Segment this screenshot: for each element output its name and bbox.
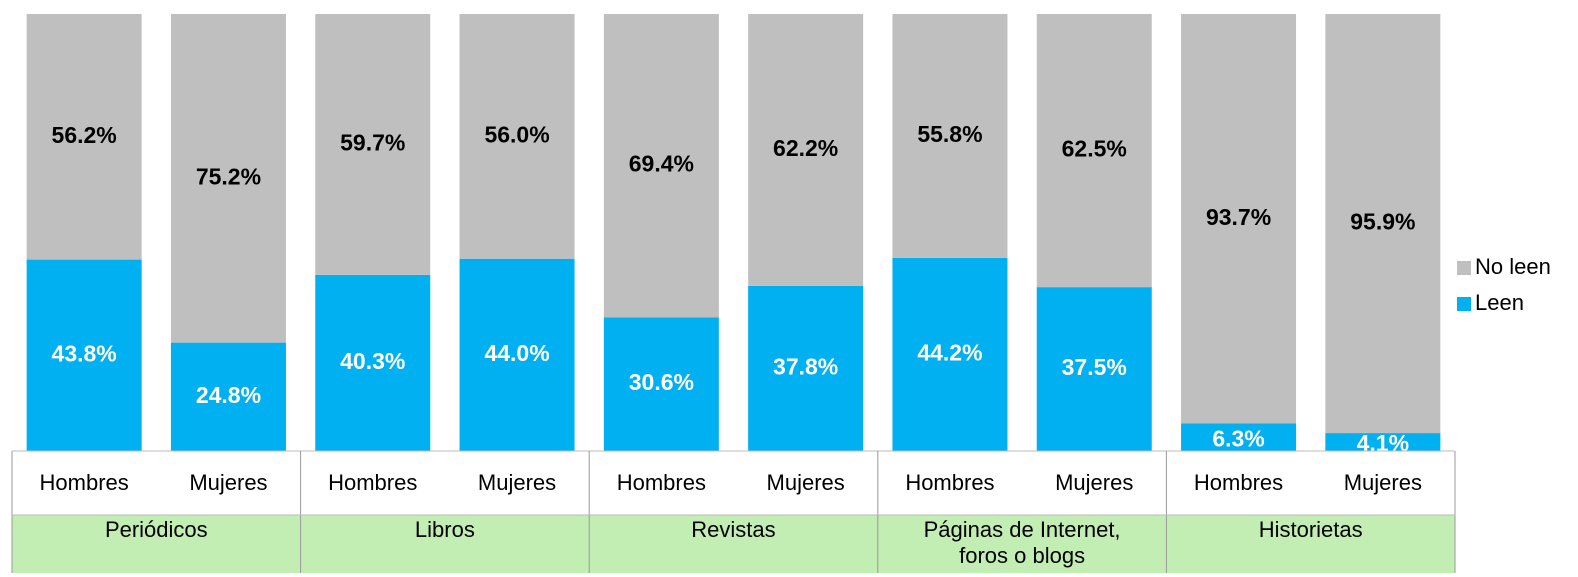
data-label: 30.6% [629,369,694,395]
category-label: Hombres [616,470,706,495]
bar-segment [1181,423,1297,451]
group-label: Periódicos [12,515,301,573]
category-label: Mujeres [189,470,268,495]
category-label: Mujeres [766,470,845,495]
bar-segment [1325,14,1441,434]
bar-segment [26,259,142,451]
data-label: 24.8% [196,382,261,408]
data-label: 56.0% [484,121,549,147]
bar-segment [892,14,1008,258]
data-label: 40.3% [340,348,405,374]
bar-segment [170,14,286,343]
bar-segment [748,285,864,451]
category-label: Mujeres [1055,470,1134,495]
data-label: 6.3% [1212,425,1264,451]
data-label: 62.5% [1062,136,1127,162]
legend-swatch [1457,297,1471,311]
category-label: Hombres [328,470,418,495]
legend-label: No leen [1475,254,1551,279]
data-label: 37.8% [773,353,838,379]
group-label: Historietas [1166,515,1455,573]
category-label: Hombres [905,470,995,495]
bar-segment [315,14,431,275]
data-label: 93.7% [1206,204,1271,230]
bar-segment [603,317,719,451]
bar-segment [1325,433,1441,451]
data-label: 62.2% [773,135,838,161]
group-label: Libros [300,515,590,573]
legend-swatch [1457,261,1471,275]
data-label: 37.5% [1062,354,1127,380]
bar-segment [603,14,719,318]
data-label: 75.2% [196,163,261,189]
data-label: 56.2% [52,122,117,148]
bar-segment [1036,287,1152,451]
bar-segment [26,14,142,260]
category-label: Hombres [1193,470,1284,495]
data-label: 44.2% [917,340,982,366]
bar-segment [1036,14,1152,288]
bar-segment [170,342,286,451]
bar-segment [748,14,864,286]
legend-label: Leen [1475,290,1524,315]
category-label: Mujeres [1343,470,1422,495]
data-label: 43.8% [52,340,117,366]
category-label: Mujeres [477,470,557,495]
bar-segment [315,274,431,451]
bar-segment [892,257,1008,451]
data-label: 69.4% [629,151,694,177]
bar-segment [459,14,575,259]
group-label: Páginas de Internet, foros o blogs [877,515,1167,573]
category-label: Hombres [39,470,129,495]
bar-segment [459,258,575,451]
bar-segment [1181,14,1297,424]
data-label: 55.8% [917,121,982,147]
group-label: Revistas [589,515,878,573]
data-label: 44.0% [484,340,549,366]
data-label: 59.7% [340,130,405,156]
data-label: 95.9% [1350,209,1415,235]
